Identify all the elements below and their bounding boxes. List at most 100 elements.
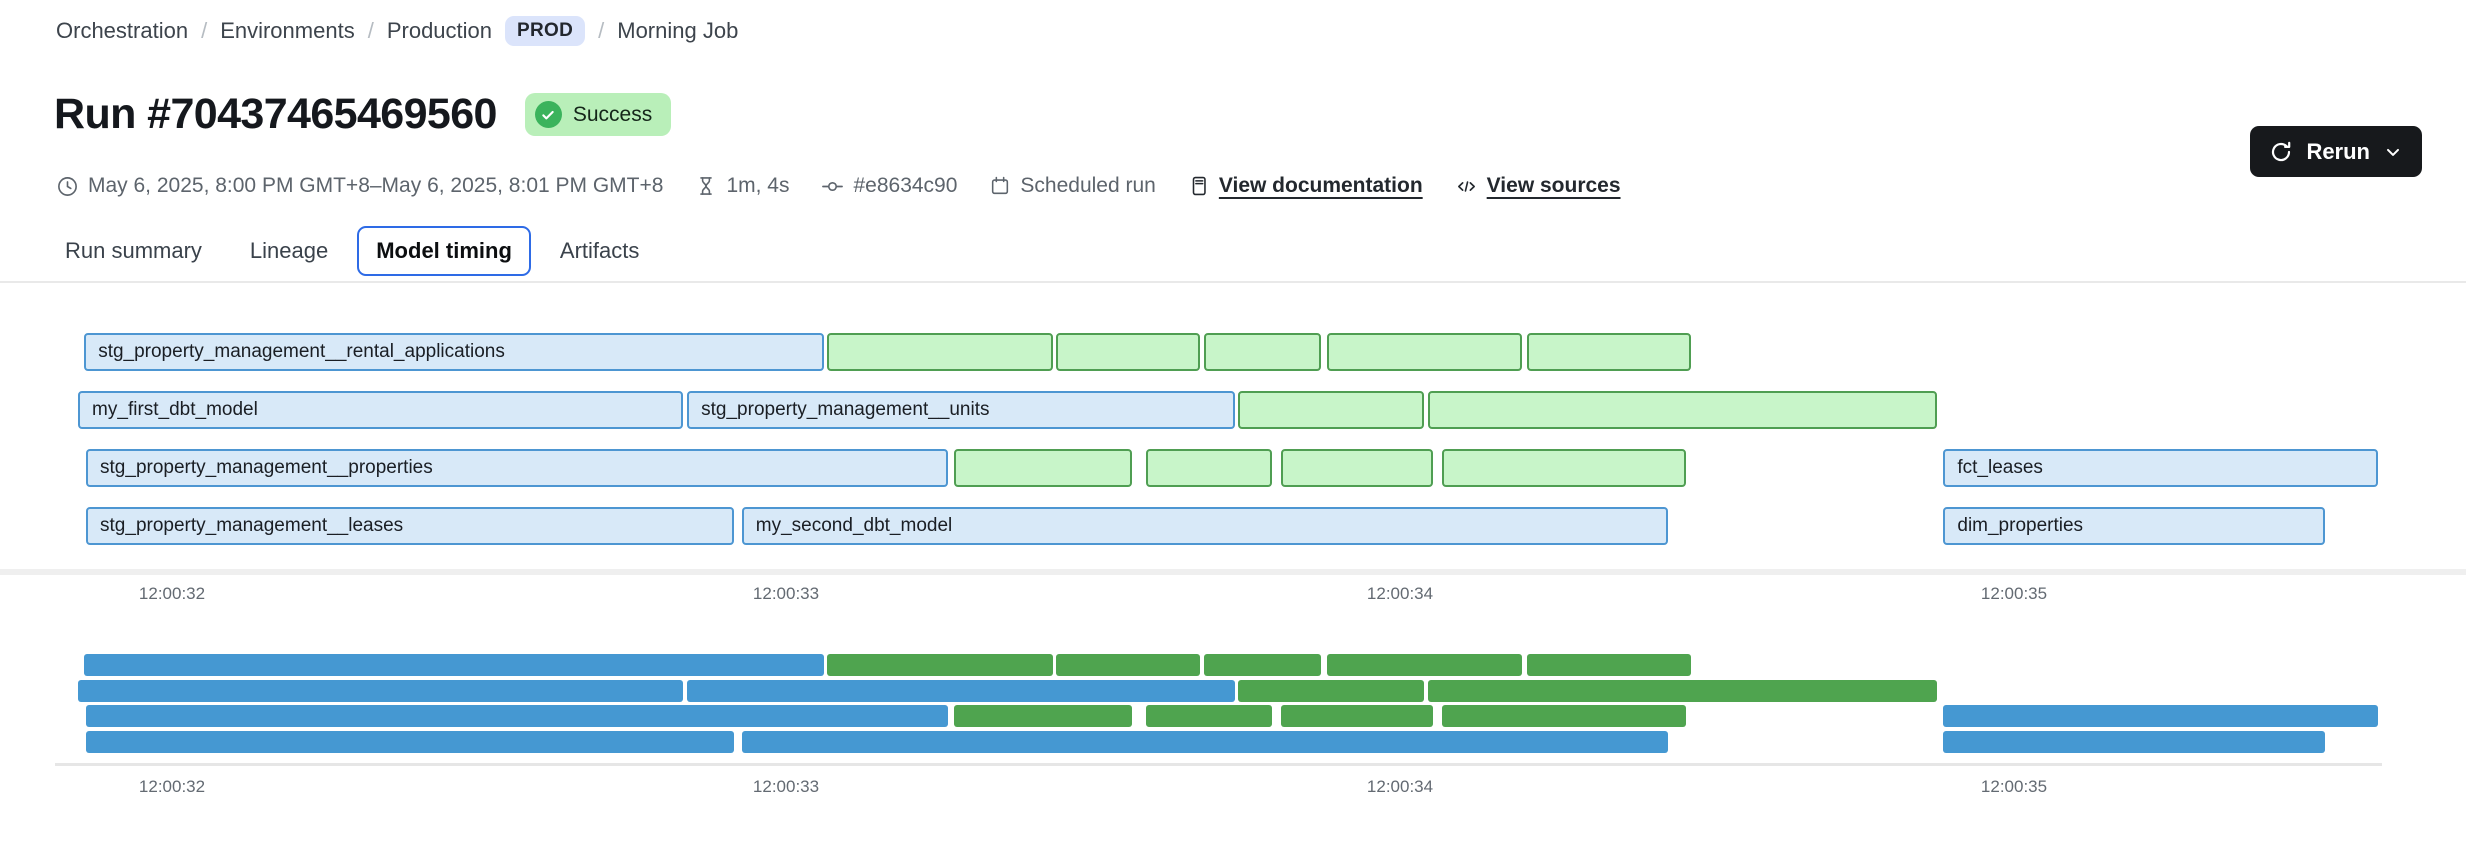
clock-icon	[56, 175, 79, 198]
gantt-bar-label: stg_property_management__leases	[100, 515, 404, 536]
time-axis-label: 12:00:33	[752, 777, 820, 796]
breadcrumb: Orchestration / Environments / Productio…	[56, 16, 738, 46]
gantt-bar-label: dim_properties	[1957, 515, 2084, 536]
minimap-bar[interactable]	[1237, 680, 1424, 702]
view-sources-label[interactable]: View sources	[1486, 174, 1621, 197]
run-commit: #e8634c90	[821, 174, 957, 198]
minimap-bar[interactable]	[78, 680, 683, 702]
run-header: Run #70437465469560 Success	[54, 90, 672, 139]
commit-icon	[821, 175, 844, 198]
gantt-bar[interactable]	[1280, 449, 1434, 487]
run-commit-text: #e8634c90	[853, 174, 958, 197]
gantt-bar-label: my_first_dbt_model	[92, 399, 258, 420]
tab-run-summary[interactable]: Run summary	[65, 238, 202, 263]
minimap-bar[interactable]	[1280, 705, 1434, 727]
hourglass-icon	[695, 175, 717, 197]
gantt-bar-stg_property_management__leases[interactable]: stg_property_management__leases	[86, 507, 734, 545]
minimap-bar[interactable]	[1326, 654, 1522, 676]
status-badge-label: Success	[572, 102, 653, 126]
minimap-bar[interactable]	[86, 705, 949, 727]
view-documentation-label[interactable]: View documentation	[1218, 174, 1423, 197]
minimap-bar[interactable]	[1943, 705, 2379, 727]
view-documentation-link[interactable]: View documentation	[1188, 174, 1423, 198]
run-duration: 1m, 4s	[695, 174, 789, 198]
run-time-range: May 6, 2025, 8:00 PM GMT+8–May 6, 2025, …	[56, 174, 663, 198]
breadcrumb-separator: /	[598, 18, 605, 43]
chart-scrollbar-track[interactable]	[0, 569, 2466, 575]
tab-bar: Run summary Lineage Model timing Artifac…	[46, 226, 658, 276]
time-axis-label: 12:00:34	[1366, 584, 1434, 603]
chevron-down-icon[interactable]	[2383, 142, 2403, 162]
breadcrumb-morning-job[interactable]: Morning Job	[617, 18, 739, 43]
gantt-bar-label: stg_property_management__properties	[100, 457, 433, 478]
gantt-bar-label: my_second_dbt_model	[755, 515, 953, 536]
time-axis-label: 12:00:34	[1366, 777, 1434, 796]
gantt-bar[interactable]	[1204, 333, 1321, 371]
gantt-bar-my_second_dbt_model[interactable]: my_second_dbt_model	[741, 507, 1668, 545]
run-meta-row: May 6, 2025, 8:00 PM GMT+8–May 6, 2025, …	[56, 174, 1621, 198]
time-axis-label: 12:00:35	[1980, 777, 2048, 796]
code-icon	[1455, 175, 1478, 198]
check-icon	[534, 101, 562, 128]
gantt-bar-stg_property_management__properties[interactable]: stg_property_management__properties	[86, 449, 949, 487]
minimap-bar[interactable]	[741, 731, 1668, 753]
gantt-bar[interactable]	[827, 333, 1054, 371]
breadcrumb-orchestration[interactable]: Orchestration	[56, 18, 189, 43]
minimap-bar[interactable]	[953, 705, 1132, 727]
gantt-bar-stg_property_management__units[interactable]: stg_property_management__units	[687, 391, 1235, 429]
run-time-range-text: May 6, 2025, 8:00 PM GMT+8–May 6, 2025, …	[88, 174, 664, 197]
gantt-bar-label: fct_leases	[1957, 457, 2043, 478]
gantt-bar-my_first_dbt_model[interactable]: my_first_dbt_model	[78, 391, 683, 429]
gantt-bar[interactable]	[1428, 391, 1937, 429]
time-axis-label: 12:00:33	[752, 584, 820, 603]
breadcrumb-production[interactable]: Production	[386, 18, 493, 43]
minimap-bar[interactable]	[1056, 654, 1200, 676]
rerun-button-label: Rerun	[2306, 138, 2370, 164]
page-title: Run #70437465469560	[54, 90, 497, 138]
gantt-bar[interactable]	[953, 449, 1132, 487]
gantt-bar[interactable]	[1145, 449, 1273, 487]
tab-bar-divider	[0, 281, 2466, 283]
gantt-bar-label: stg_property_management__units	[701, 399, 990, 420]
refresh-icon	[2269, 140, 2293, 164]
gantt-bar[interactable]	[1056, 333, 1200, 371]
minimap-bar[interactable]	[1145, 705, 1273, 727]
gantt-bar[interactable]	[1441, 449, 1687, 487]
breadcrumb-separator: /	[367, 18, 374, 43]
tab-lineage[interactable]: Lineage	[249, 238, 329, 263]
document-icon	[1188, 175, 1210, 197]
minimap-bar[interactable]	[1943, 731, 2326, 753]
gantt-bar[interactable]	[1527, 333, 1692, 371]
minimap-divider	[55, 763, 2382, 766]
rerun-button[interactable]: Rerun	[2250, 126, 2422, 177]
time-axis-label: 12:00:35	[1980, 584, 2048, 603]
gantt-bar[interactable]	[1326, 333, 1522, 371]
gantt-bar-stg_property_management__rental_applications[interactable]: stg_property_management__rental_applicat…	[84, 333, 825, 371]
view-sources-link[interactable]: View sources	[1455, 174, 1621, 198]
gantt-bar-dim_properties[interactable]: dim_properties	[1943, 507, 2326, 545]
breadcrumb-environments[interactable]: Environments	[220, 18, 355, 43]
run-duration-text: 1m, 4s	[726, 174, 790, 197]
calendar-icon	[989, 175, 1011, 197]
time-axis-label: 12:00:32	[138, 584, 206, 603]
minimap-bar[interactable]	[1204, 654, 1321, 676]
minimap-bar[interactable]	[827, 654, 1054, 676]
minimap-bar[interactable]	[84, 654, 825, 676]
status-badge: Success	[524, 93, 672, 136]
environment-badge: PROD	[505, 16, 586, 46]
tab-model-timing[interactable]: Model timing	[357, 226, 531, 276]
run-type-text: Scheduled run	[1020, 174, 1156, 197]
minimap-bar[interactable]	[86, 731, 734, 753]
time-axis-label: 12:00:32	[138, 777, 206, 796]
minimap-bar[interactable]	[1441, 705, 1687, 727]
run-type: Scheduled run	[989, 174, 1156, 198]
minimap-bar[interactable]	[687, 680, 1235, 702]
tab-artifacts[interactable]: Artifacts	[559, 238, 640, 263]
minimap-bar[interactable]	[1527, 654, 1692, 676]
gantt-bar[interactable]	[1237, 391, 1424, 429]
gantt-bar-fct_leases[interactable]: fct_leases	[1943, 449, 2379, 487]
breadcrumb-separator: /	[201, 18, 208, 43]
gantt-bar-label: stg_property_management__rental_applicat…	[98, 341, 505, 362]
minimap-bar[interactable]	[1428, 680, 1937, 702]
